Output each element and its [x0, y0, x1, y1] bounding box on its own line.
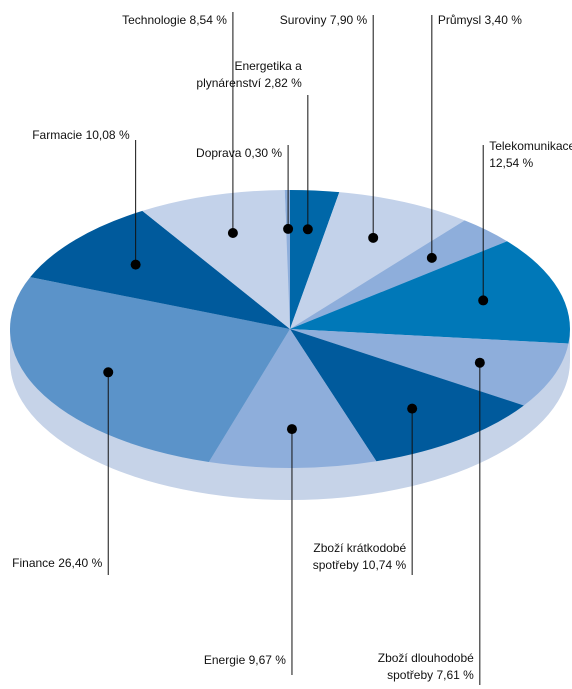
label-dot	[227, 228, 238, 239]
category-label: Telekomunikace	[489, 139, 572, 153]
category-label: Technologie	[122, 13, 187, 27]
value-label: 7,61 %	[436, 668, 474, 682]
pie-slice	[290, 329, 569, 406]
value-label: 26,40 %	[58, 556, 103, 570]
label-dot	[286, 424, 297, 435]
slice-label: Průmysl 3,40 %	[438, 12, 558, 29]
pie-slice	[290, 192, 465, 329]
category-label: Zboží krátkodobé spotřeby	[312, 541, 407, 572]
category-label: Finance	[12, 556, 55, 570]
pie-slice	[290, 329, 524, 462]
pie-slice	[290, 190, 340, 329]
category-label: Farmacie	[32, 128, 83, 142]
slice-label: Energetika a plynárenství 2,82 %	[192, 58, 302, 92]
slice-label: Doprava 0,30 %	[172, 145, 282, 162]
value-label: 7,90 %	[329, 13, 368, 27]
label-dot	[302, 224, 313, 235]
value-label: 8,54 %	[189, 13, 227, 27]
value-label: 3,40 %	[484, 13, 522, 27]
category-label: Energie	[203, 653, 246, 667]
slice-label: Farmacie 10,08 %	[20, 127, 130, 144]
value-label: 12,54 %	[489, 156, 534, 170]
label-dot	[426, 252, 437, 263]
label-dot	[474, 357, 485, 368]
label-dot	[103, 367, 114, 378]
category-label: Energetika a plynárenství	[196, 59, 302, 90]
pie-slice	[142, 190, 290, 329]
label-dot	[478, 295, 489, 306]
label-dot	[407, 403, 418, 414]
label-dot	[368, 232, 379, 243]
pie-slice	[9, 277, 290, 463]
slice-label: Energie 9,67 %	[176, 652, 286, 669]
slice-label: Zboží dlouhodobé spotřeby 7,61 %	[344, 650, 474, 684]
pie-slice	[208, 329, 377, 468]
category-label: Doprava	[196, 146, 242, 160]
slice-label: Zboží krátkodobé spotřeby 10,74 %	[286, 540, 406, 574]
label-dot	[283, 223, 294, 234]
slice-label: Finance 26,40 %	[0, 555, 102, 572]
pie-slice	[290, 241, 570, 344]
category-label: Suroviny	[279, 13, 327, 27]
value-label: 2,82 %	[264, 76, 302, 90]
category-label: Zboží dlouhodobé spotřeby	[377, 651, 474, 682]
slice-label: Suroviny 7,90 %	[247, 12, 367, 29]
value-label: 0,30 %	[244, 146, 283, 160]
pie-slice	[290, 220, 508, 329]
pie-slice	[30, 210, 290, 329]
slice-label: Technologie 8,54 %	[97, 12, 227, 29]
slice-label: Telekomunikace 12,54 %	[489, 138, 572, 172]
label-dot	[130, 259, 141, 270]
value-label: 9,67 %	[248, 653, 286, 667]
category-label: Průmysl	[437, 13, 482, 27]
value-label: 10,08 %	[85, 128, 130, 142]
value-label: 10,74 %	[362, 558, 407, 572]
